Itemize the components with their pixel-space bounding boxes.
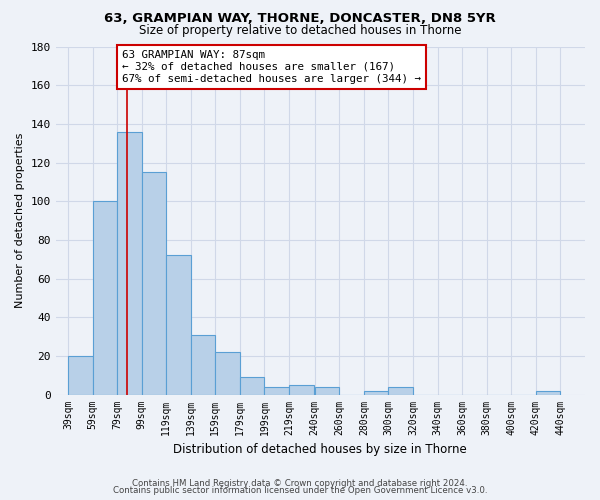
Bar: [191, 334, 215, 394]
Text: 63 GRAMPIAN WAY: 87sqm
← 32% of detached houses are smaller (167)
67% of semi-de: 63 GRAMPIAN WAY: 87sqm ← 32% of detached…: [122, 50, 421, 84]
Bar: [364, 390, 388, 394]
Text: Size of property relative to detached houses in Thorne: Size of property relative to detached ho…: [139, 24, 461, 37]
X-axis label: Distribution of detached houses by size in Thorne: Distribution of detached houses by size …: [173, 443, 467, 456]
Y-axis label: Number of detached properties: Number of detached properties: [15, 133, 25, 308]
Bar: [117, 132, 142, 394]
Text: Contains HM Land Registry data © Crown copyright and database right 2024.: Contains HM Land Registry data © Crown c…: [132, 478, 468, 488]
Bar: [265, 387, 289, 394]
Bar: [289, 385, 314, 394]
Bar: [92, 201, 117, 394]
Text: Contains public sector information licensed under the Open Government Licence v3: Contains public sector information licen…: [113, 486, 487, 495]
Bar: [388, 387, 413, 394]
Bar: [240, 377, 265, 394]
Bar: [142, 172, 166, 394]
Bar: [536, 390, 560, 394]
Bar: [215, 352, 240, 395]
Bar: [68, 356, 92, 395]
Bar: [315, 387, 340, 394]
Bar: [166, 256, 191, 394]
Text: 63, GRAMPIAN WAY, THORNE, DONCASTER, DN8 5YR: 63, GRAMPIAN WAY, THORNE, DONCASTER, DN8…: [104, 12, 496, 26]
